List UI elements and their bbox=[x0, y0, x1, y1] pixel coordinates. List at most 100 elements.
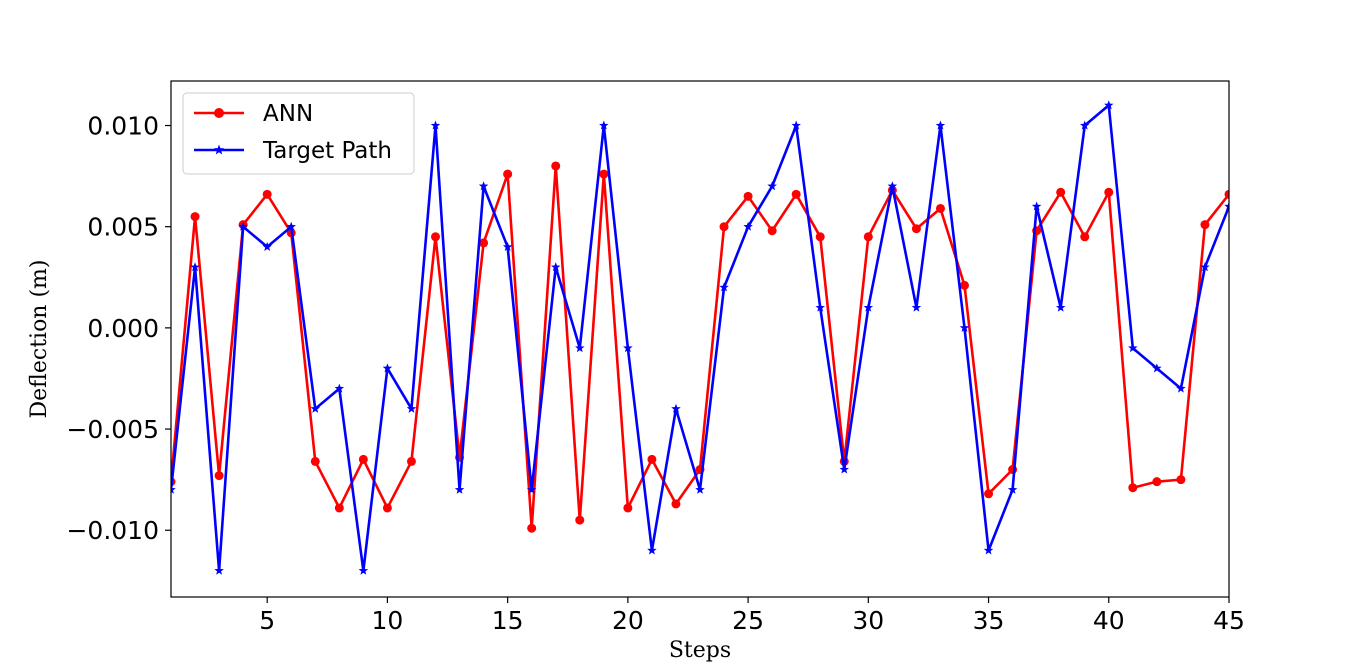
x-tick-label: 5 bbox=[259, 606, 275, 635]
data-point-target-path bbox=[1007, 484, 1018, 494]
data-point-ann bbox=[647, 454, 657, 464]
data-point-ann bbox=[214, 471, 224, 481]
data-point-target-path bbox=[550, 262, 561, 272]
data-point-target-path bbox=[310, 403, 321, 413]
data-point-ann bbox=[1104, 187, 1114, 197]
data-point-ann bbox=[743, 191, 753, 201]
data-point-ann bbox=[479, 238, 489, 248]
data-point-ann bbox=[1224, 189, 1229, 199]
data-point-target-path bbox=[286, 221, 296, 231]
data-point-ann bbox=[1080, 232, 1090, 242]
data-point-target-path bbox=[815, 302, 825, 312]
legend-swatch-target-marker bbox=[213, 144, 225, 155]
y-axis-title: Deflection (m) bbox=[27, 260, 52, 419]
series-target-path bbox=[171, 100, 1229, 575]
data-point-target-path bbox=[719, 282, 729, 292]
y-tick-label: 0.005 bbox=[87, 213, 159, 242]
data-point-target-path bbox=[334, 383, 345, 393]
data-point-target-path bbox=[214, 565, 224, 575]
data-point-target-path bbox=[695, 484, 705, 494]
y-tick-label: −0.005 bbox=[66, 415, 159, 444]
data-point-target-path bbox=[863, 302, 874, 312]
data-point-ann bbox=[623, 503, 633, 513]
x-tick-label: 45 bbox=[1213, 606, 1245, 635]
data-point-target-path bbox=[171, 484, 176, 494]
data-point-ann bbox=[671, 499, 681, 509]
data-point-ann bbox=[1152, 477, 1162, 487]
data-point-target-path bbox=[1152, 363, 1162, 373]
x-axis-title: Steps bbox=[669, 638, 731, 663]
data-point-ann bbox=[1056, 187, 1066, 197]
x-tick-label: 35 bbox=[973, 606, 1005, 635]
data-point-target-path bbox=[1176, 383, 1186, 393]
data-point-target-path bbox=[791, 120, 801, 130]
data-point-ann bbox=[190, 212, 200, 222]
data-point-ann bbox=[599, 169, 609, 179]
data-point-target-path bbox=[1031, 201, 1042, 211]
plot-frame bbox=[170, 80, 1230, 598]
data-point-ann bbox=[719, 222, 729, 232]
data-point-ann bbox=[358, 454, 368, 464]
data-point-target-path bbox=[767, 181, 777, 191]
data-point-target-path bbox=[599, 120, 609, 130]
data-point-target-path bbox=[839, 464, 850, 474]
y-tick-label: 0.010 bbox=[87, 112, 159, 141]
x-tick-label: 25 bbox=[732, 606, 764, 635]
data-point-target-path bbox=[671, 403, 681, 413]
data-point-ann bbox=[262, 189, 272, 199]
series-layer bbox=[171, 100, 1229, 575]
data-point-ann bbox=[1128, 483, 1138, 493]
x-tick-label: 30 bbox=[852, 606, 884, 635]
x-tick-label: 15 bbox=[492, 606, 524, 635]
data-point-target-path bbox=[238, 221, 248, 231]
data-point-target-path bbox=[935, 120, 946, 130]
data-point-ann bbox=[984, 489, 994, 499]
data-point-ann bbox=[382, 503, 392, 513]
data-point-target-path bbox=[911, 302, 922, 312]
data-point-ann bbox=[503, 169, 513, 179]
data-point-target-path bbox=[454, 484, 465, 494]
data-point-target-path bbox=[478, 181, 489, 191]
data-point-ann bbox=[815, 232, 825, 242]
data-point-target-path bbox=[959, 322, 970, 332]
data-point-ann bbox=[911, 224, 921, 234]
data-point-target-path bbox=[526, 484, 537, 494]
data-point-ann bbox=[767, 226, 777, 236]
data-point-ann bbox=[1176, 475, 1186, 485]
x-tick-label: 10 bbox=[372, 606, 404, 635]
data-point-target-path bbox=[743, 221, 753, 231]
data-point-target-path bbox=[406, 403, 417, 413]
data-point-ann bbox=[575, 515, 585, 525]
data-point-target-path bbox=[1079, 120, 1090, 130]
legend-label-target-path: Target Path bbox=[262, 138, 392, 164]
y-axis: −0.010 −0.005 0.000 0.005 0.010 bbox=[66, 112, 171, 545]
data-point-target-path bbox=[190, 262, 200, 272]
x-tick-label: 20 bbox=[612, 606, 644, 635]
data-point-ann bbox=[406, 456, 416, 466]
y-tick-label: −0.010 bbox=[66, 516, 159, 545]
data-point-ann bbox=[310, 456, 320, 466]
data-point-ann bbox=[551, 161, 561, 171]
data-point-ann bbox=[334, 503, 344, 513]
data-point-target-path bbox=[1200, 262, 1210, 272]
data-point-target-path bbox=[887, 181, 898, 191]
data-point-target-path bbox=[1128, 343, 1138, 353]
data-point-ann bbox=[960, 280, 969, 290]
data-point-target-path bbox=[623, 343, 633, 353]
legend: ANN Target Path bbox=[182, 92, 415, 175]
data-point-target-path bbox=[1055, 302, 1066, 312]
data-point-ann bbox=[791, 189, 801, 199]
data-point-target-path bbox=[983, 545, 994, 555]
data-point-target-path bbox=[1104, 100, 1114, 110]
legend-swatch-ann-marker bbox=[214, 108, 224, 118]
data-point-ann bbox=[935, 203, 945, 213]
data-point-ann bbox=[863, 232, 873, 242]
data-point-target-path bbox=[502, 241, 513, 251]
data-point-target-path bbox=[262, 241, 272, 251]
data-point-ann bbox=[1200, 220, 1210, 230]
x-axis: 5 10 15 20 25 30 35 40 45 bbox=[259, 597, 1245, 635]
x-tick-label: 40 bbox=[1093, 606, 1125, 635]
y-tick-label: 0.000 bbox=[87, 314, 159, 343]
data-point-target-path bbox=[647, 545, 657, 555]
